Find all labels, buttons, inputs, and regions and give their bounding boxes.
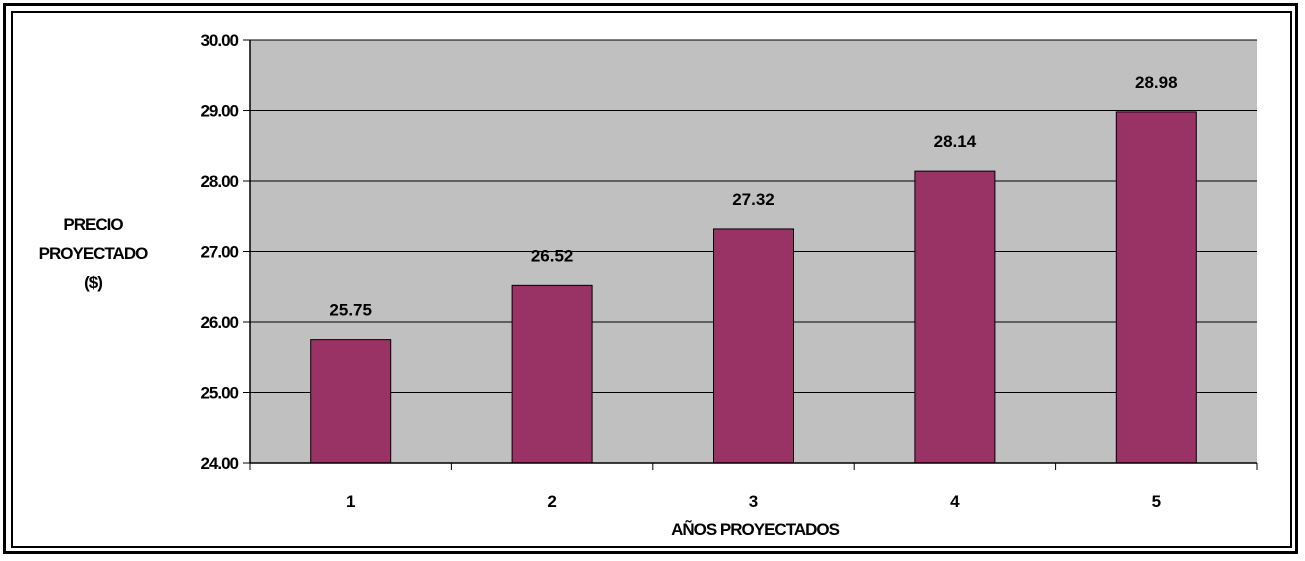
y-axis-title: PRECIO PROYECTADO ($) bbox=[20, 210, 166, 297]
data-labels: 25.75 26.52 27.32 28.14 28.98 bbox=[329, 73, 1177, 320]
y-axis-title-line-1: PRECIO bbox=[63, 215, 123, 234]
data-label: 28.98 bbox=[1135, 73, 1178, 92]
x-tick-label: 2 bbox=[547, 492, 556, 511]
data-label: 28.14 bbox=[934, 132, 977, 151]
y-axis-title-line-2: PROYECTADO bbox=[38, 244, 149, 263]
bar bbox=[914, 170, 996, 464]
y-tick-label: 27.00 bbox=[200, 243, 238, 262]
y-tick-label: 29.00 bbox=[200, 102, 238, 121]
x-tick-label: 1 bbox=[346, 492, 355, 511]
y-tick-label: 25.00 bbox=[200, 384, 238, 403]
y-tick-label: 30.00 bbox=[200, 31, 238, 50]
data-label: 27.32 bbox=[732, 190, 775, 209]
axes bbox=[243, 39, 1258, 470]
y-tick-label: 26.00 bbox=[200, 313, 238, 332]
x-axis-title: AÑOS PROYECTADOS bbox=[671, 519, 840, 539]
bar bbox=[713, 228, 794, 464]
bar bbox=[1115, 111, 1197, 464]
data-label: 26.52 bbox=[531, 246, 574, 265]
bars bbox=[310, 111, 1197, 464]
x-tick-label: 3 bbox=[749, 492, 758, 511]
data-label: 25.75 bbox=[329, 301, 372, 320]
x-tick-label: 4 bbox=[950, 492, 960, 511]
y-tick-label: 28.00 bbox=[200, 172, 238, 191]
bar bbox=[511, 284, 593, 464]
bar bbox=[310, 339, 392, 464]
y-axis-title-line-3: ($) bbox=[84, 273, 103, 292]
y-tick-label: 24.00 bbox=[200, 454, 238, 473]
tick-labels: 24.00 25.00 26.00 27.00 28.00 29.00 30.00 1 2 3 4 5 bbox=[200, 31, 1161, 511]
x-tick-label: 5 bbox=[1152, 492, 1161, 511]
